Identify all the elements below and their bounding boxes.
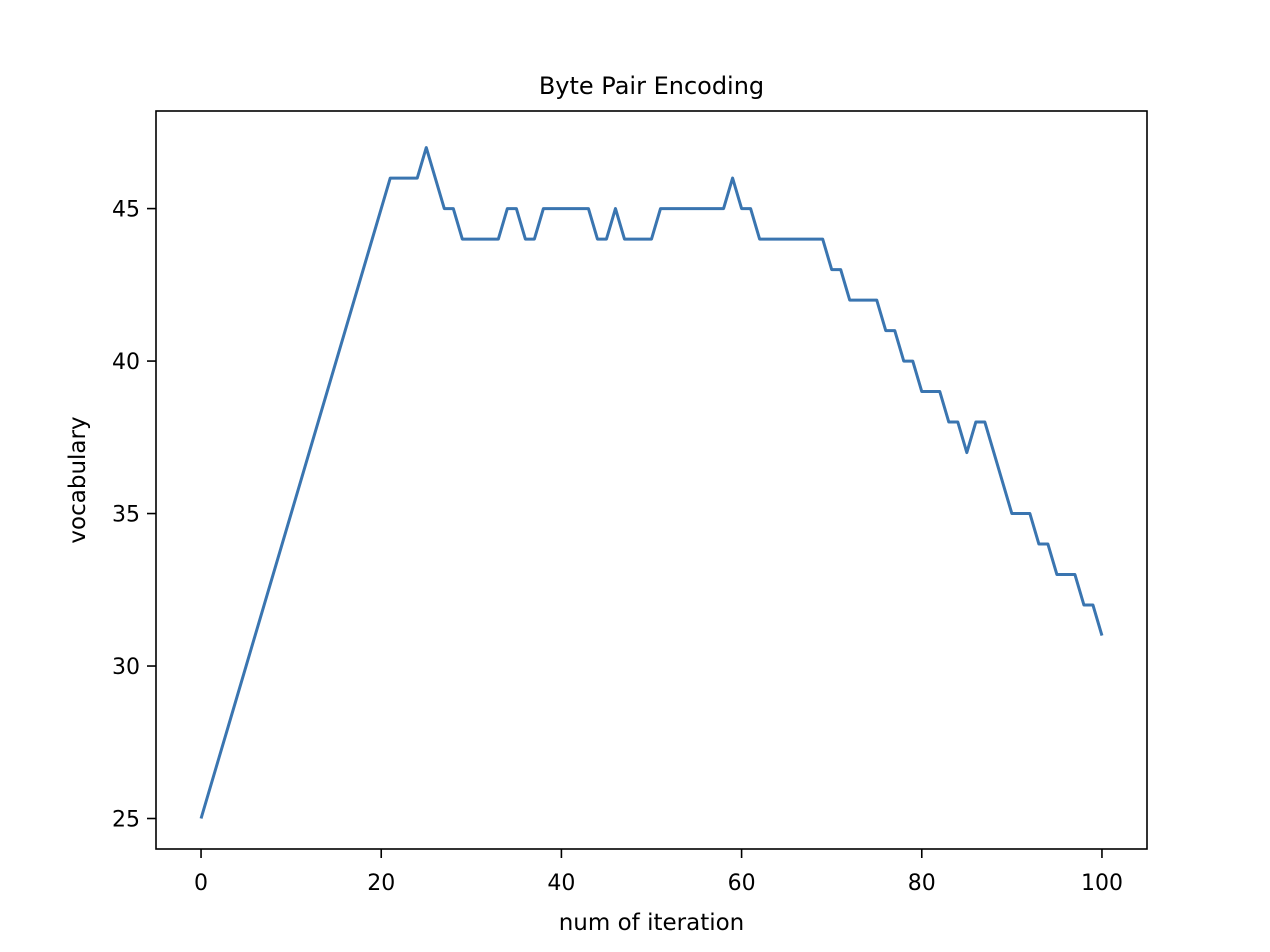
x-tick-label: 80 [908, 871, 936, 896]
y-tick-label: 45 [112, 198, 140, 223]
y-axis-label: vocabulary [65, 416, 91, 543]
plot-area [199, 146, 1104, 819]
axes-frame [155, 110, 1148, 850]
x-tick-label: 20 [367, 871, 395, 896]
chart-title: Byte Pair Encoding [539, 72, 764, 100]
x-axis-label: num of iteration [559, 910, 745, 936]
y-tick-label: 35 [112, 503, 140, 528]
x-tick-label: 40 [547, 871, 575, 896]
series-line-vocabulary [199, 146, 1104, 819]
x-axis-ticks: 0 20 40 60 80 100 [194, 849, 1123, 896]
x-tick-label: 60 [728, 871, 756, 896]
y-tick-label: 25 [112, 808, 140, 833]
y-tick-label: 30 [112, 655, 140, 680]
y-axis-ticks: 25 30 35 40 45 [112, 198, 156, 833]
x-tick-label: 100 [1081, 871, 1123, 896]
y-tick-label: 40 [112, 350, 140, 375]
x-tick-label: 0 [194, 871, 208, 896]
